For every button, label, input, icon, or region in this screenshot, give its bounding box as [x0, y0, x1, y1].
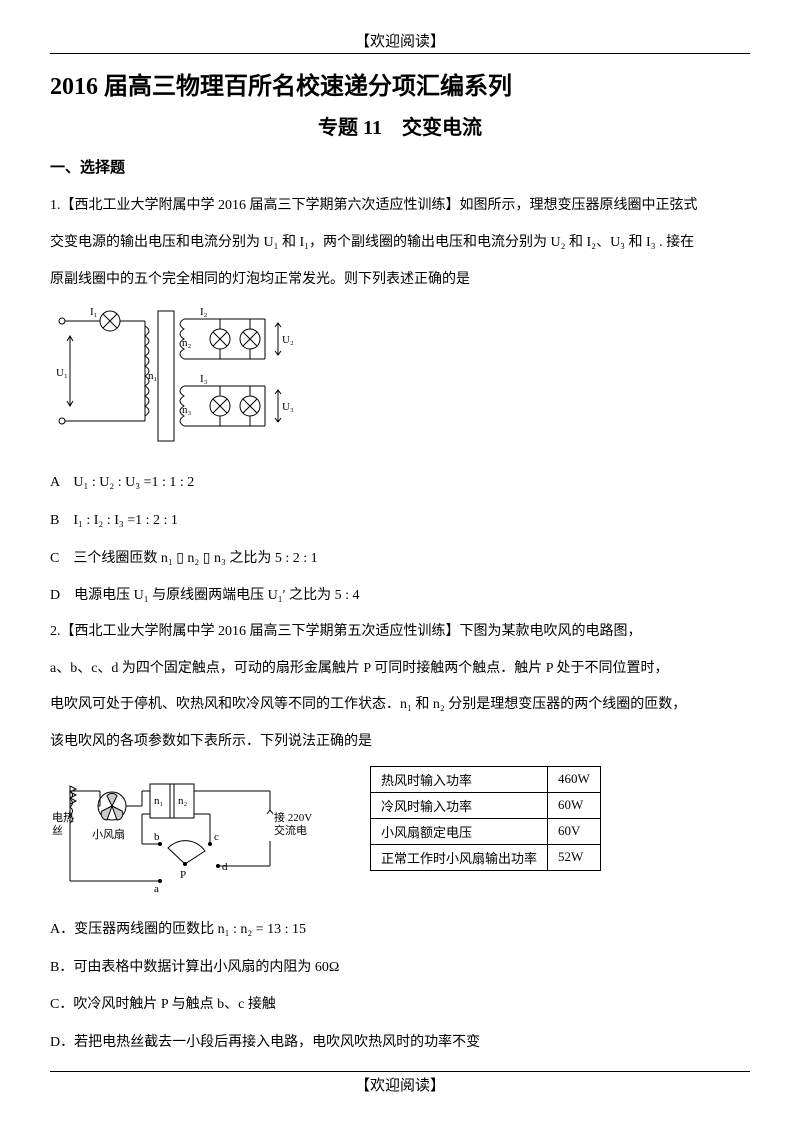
t-r4c2: 52W [548, 844, 601, 870]
q1-label-i2: I₂ [200, 306, 208, 318]
q1-line2: 交变电源的输出电压和电流分别为 U₁ 和 I₁，两个副线圈的输出电压和电流分别为… [50, 228, 750, 259]
q2-opt-b: B．可由表格中数据计算出小风扇的内阻为 60Ω [50, 951, 750, 985]
q1-opt-d: D 电源电压 U₁ 与原线圈两端电压 U₁′ 之比为 5 : 4 [50, 579, 750, 613]
q2-opt-a: A．变压器两线圈的匝数比 n₁ : n₂ = 13 : 15 [50, 913, 750, 947]
q2-opt-d: D．若把电热丝截去一小段后再接入电路，电吹风吹热风时的功率不变 [50, 1026, 750, 1060]
t-r3c1: 小风扇额定电压 [371, 818, 548, 844]
q2-table: 热风时输入功率460W 冷风时输入功率60W 小风扇额定电压60V 正常工作时小… [370, 766, 601, 871]
header-banner: 【欢迎阅读】 [50, 30, 750, 54]
q1-opt-c: C 三个线圈匝数 n₁ ▯ n₂ ▯ n₃ 之比为 5 : 2 : 1 [50, 542, 750, 576]
q2-circuit: 电热 丝 小风扇 n₁ n₂ a [50, 766, 330, 901]
q1-figure: I₁ U₁ n₁ n₂ I₂ [50, 301, 750, 456]
t-r3c2: 60V [548, 818, 601, 844]
section-heading: 一、选择题 [50, 156, 750, 177]
t-r2c1: 冷风时输入功率 [371, 792, 548, 818]
q2-figure-row: 电热 丝 小风扇 n₁ n₂ a [50, 766, 750, 901]
q2-line1: 2.【西北工业大学附属中学 2016 届高三下学期第五次适应性训练】下图为某款电… [50, 617, 750, 648]
t-r1c1: 热风时输入功率 [371, 766, 548, 792]
q1-label-i1: I₁ [90, 306, 98, 318]
main-title: 2016 届高三物理百所名校速递分项汇编系列 [50, 66, 750, 101]
q1-line3: 原副线圈中的五个完全相同的灯泡均正常发光。则下列表述正确的是 [50, 265, 750, 296]
svg-text:c: c [214, 831, 219, 843]
q1-label-u2: U₂ [282, 334, 294, 346]
q1-label-n2: n₂ [182, 337, 192, 349]
q2-fan-label: 小风扇 [92, 827, 125, 841]
q2-n2: n₂ [178, 795, 188, 807]
q2-line3: 电吹风可处于停机、吹热风和吹冷风等不同的工作状态．n₁ 和 n₂ 分别是理想变压… [50, 690, 750, 721]
svg-text:丝: 丝 [52, 824, 63, 837]
svg-text:b: b [154, 831, 160, 843]
q2-line4: 该电吹风的各项参数如下表所示．下列说法正确的是 [50, 727, 750, 758]
svg-text:a: a [154, 883, 159, 895]
t-r1c2: 460W [548, 766, 601, 792]
q1-line1: 1.【西北工业大学附属中学 2016 届高三下学期第六次适应性训练】如图所示，理… [50, 191, 750, 222]
q1-label-u3: U₃ [282, 401, 294, 413]
q2-line2: a、b、c、d 为四个固定触点，可动的扇形金属触片 P 可同时接触两个触点．触片… [50, 654, 750, 685]
q2-opt-c: C．吹冷风时触片 P 与触点 b、c 接触 [50, 988, 750, 1022]
t-r2c2: 60W [548, 792, 601, 818]
svg-text:交流电: 交流电 [274, 823, 307, 837]
q1-label-n3: n₃ [182, 404, 192, 416]
q2-heater-label: 电热 [52, 811, 74, 824]
svg-text:d: d [222, 861, 228, 873]
subtitle: 专题 11 交变电流 [50, 111, 750, 140]
q1-label-i3: I₃ [200, 373, 208, 385]
q1-label-n1: n₁ [148, 370, 158, 382]
footer-banner: 【欢迎阅读】 [50, 1071, 750, 1095]
q1-opt-a: A U₁ : U₂ : U₃ =1 : 1 : 2 [50, 466, 750, 500]
page: 【欢迎阅读】 2016 届高三物理百所名校速递分项汇编系列 专题 11 交变电流… [0, 0, 800, 1115]
q2-n1: n₁ [154, 795, 164, 807]
svg-text:接 220V: 接 220V [274, 811, 312, 824]
svg-text:P: P [180, 869, 186, 881]
t-r4c1: 正常工作时小风扇输出功率 [371, 844, 548, 870]
q1-label-u1: U₁ [56, 367, 68, 379]
q1-opt-b: B I₁ : I₂ : I₃ =1 : 2 : 1 [50, 504, 750, 538]
